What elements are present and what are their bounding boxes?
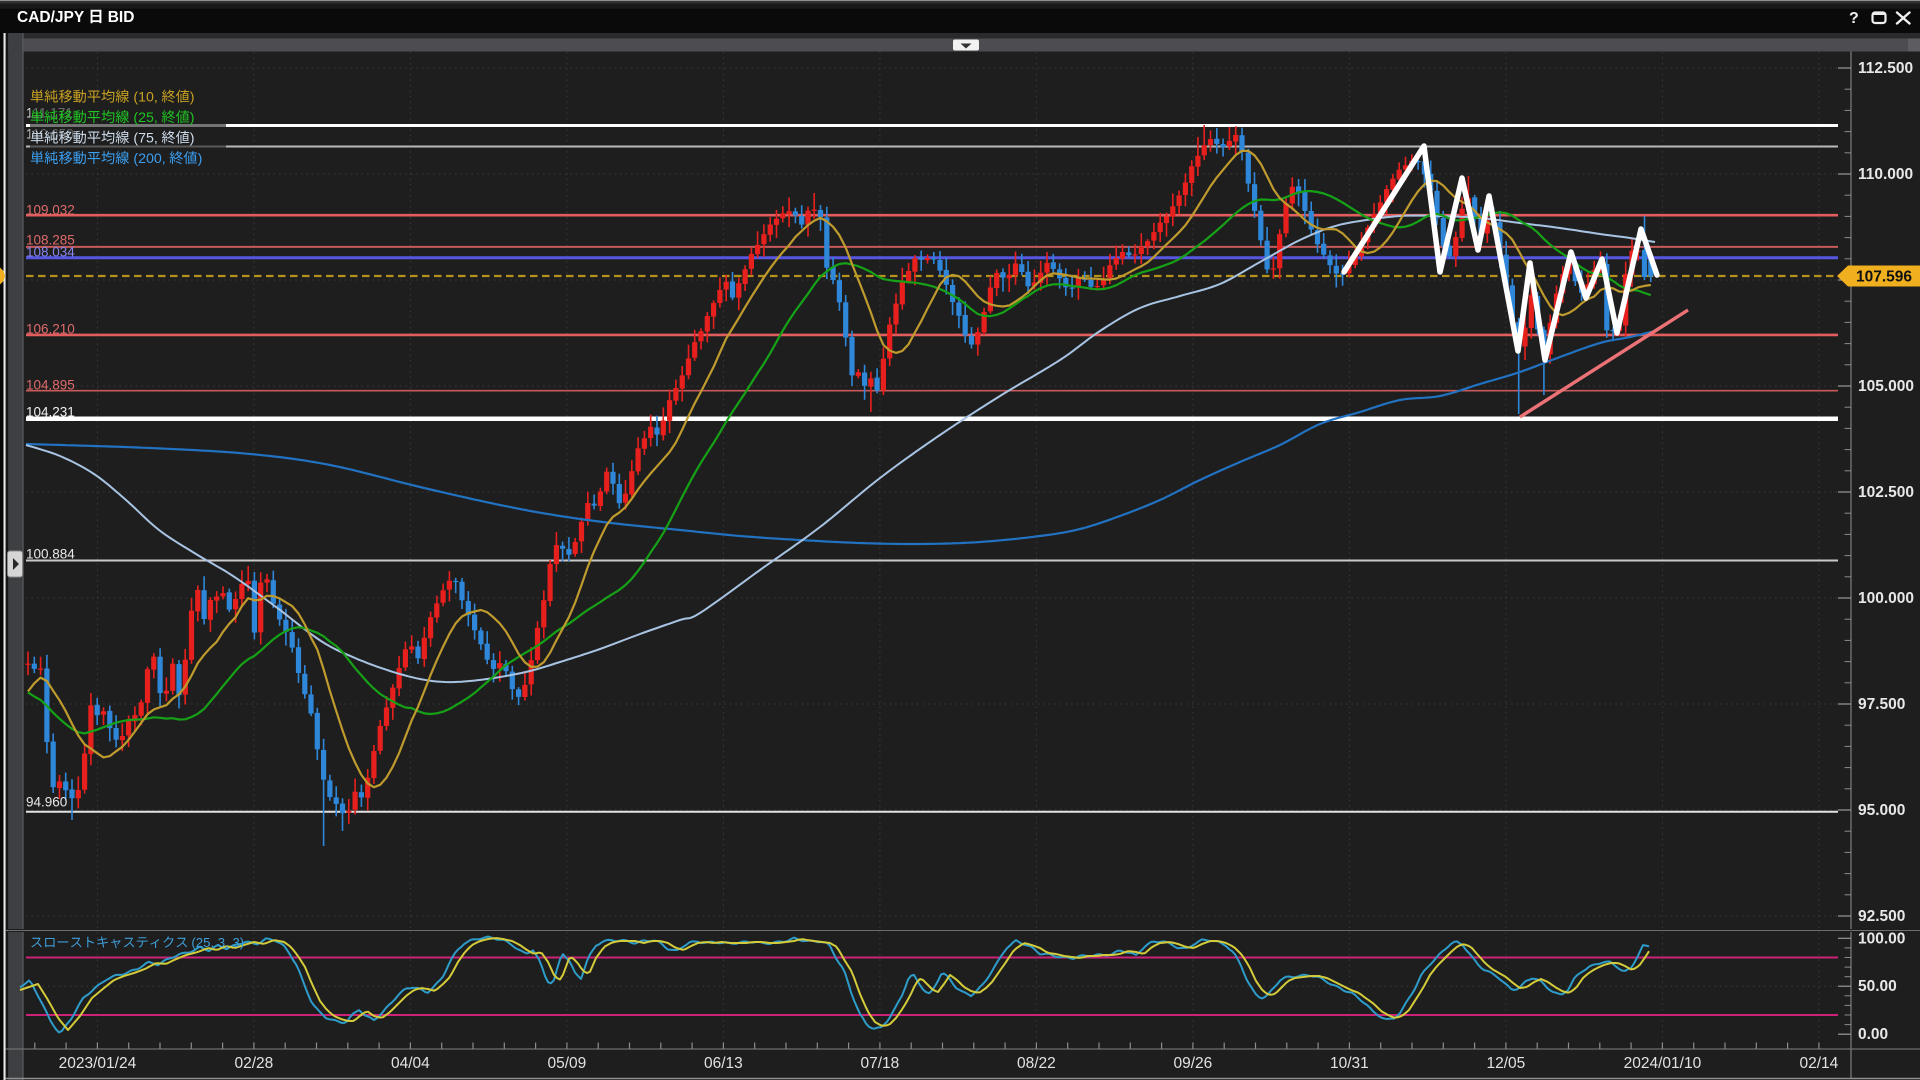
svg-text:102.500: 102.500 <box>1858 484 1914 501</box>
svg-text:106.210: 106.210 <box>26 322 75 337</box>
svg-text:02/28: 02/28 <box>235 1055 274 1072</box>
svg-text:06/13: 06/13 <box>704 1055 743 1072</box>
svg-text:94.960: 94.960 <box>26 795 67 810</box>
svg-text:(25, 3, 3): (25, 3, 3) <box>191 935 244 950</box>
svg-text:CAD/JPY: CAD/JPY <box>17 9 85 26</box>
svg-text:10/31: 10/31 <box>1330 1055 1369 1072</box>
svg-text:): ) <box>190 90 195 106</box>
svg-text:109.032: 109.032 <box>26 203 75 218</box>
svg-text:08/22: 08/22 <box>1017 1055 1056 1072</box>
svg-text:07/18: 07/18 <box>861 1055 900 1072</box>
svg-text:05/09: 05/09 <box>548 1055 587 1072</box>
svg-text:2023/01/24: 2023/01/24 <box>59 1055 137 1072</box>
svg-text:09/26: 09/26 <box>1174 1055 1213 1072</box>
svg-text:12/05: 12/05 <box>1487 1055 1526 1072</box>
svg-text:04/04: 04/04 <box>391 1055 430 1072</box>
svg-text:BID: BID <box>108 9 135 26</box>
svg-text:50.00: 50.00 <box>1858 978 1897 995</box>
svg-text:97.500: 97.500 <box>1858 696 1905 713</box>
svg-text:92.500: 92.500 <box>1858 908 1905 925</box>
svg-text:(75,: (75, <box>133 131 157 147</box>
svg-text:02/14: 02/14 <box>1800 1055 1839 1072</box>
svg-text:100.00: 100.00 <box>1858 930 1905 947</box>
svg-text:): ) <box>198 151 203 167</box>
svg-text:105.000: 105.000 <box>1858 378 1914 395</box>
svg-text:): ) <box>190 110 195 126</box>
svg-text:100.000: 100.000 <box>1858 590 1914 607</box>
svg-text:95.000: 95.000 <box>1858 802 1905 819</box>
svg-text:104.895: 104.895 <box>26 378 75 393</box>
svg-text:(200,: (200, <box>133 151 165 167</box>
svg-text:110.000: 110.000 <box>1858 166 1913 183</box>
svg-text:?: ? <box>1849 10 1859 27</box>
svg-text:104.231: 104.231 <box>26 405 75 420</box>
svg-text:0.00: 0.00 <box>1858 1026 1888 1043</box>
svg-text:108.285: 108.285 <box>26 233 75 248</box>
svg-text:(25,: (25, <box>133 110 157 126</box>
svg-text:107.596: 107.596 <box>1856 269 1912 286</box>
svg-text:2024/01/10: 2024/01/10 <box>1624 1055 1702 1072</box>
svg-text:108.034: 108.034 <box>26 245 75 260</box>
svg-text:(10,: (10, <box>133 90 157 106</box>
svg-text:): ) <box>190 131 195 147</box>
svg-text:112.500: 112.500 <box>1858 60 1913 77</box>
svg-text:100.884: 100.884 <box>26 547 75 562</box>
